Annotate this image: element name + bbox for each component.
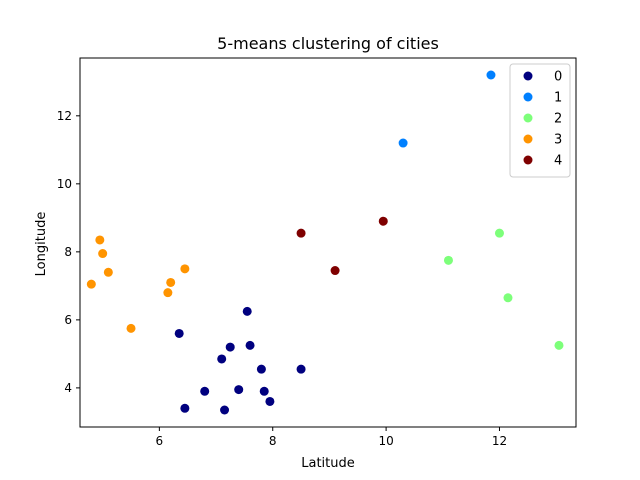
data-point-cluster-2-0 <box>443 255 453 265</box>
data-point-cluster-4-2 <box>330 266 340 276</box>
x-axis-label: Latitude <box>301 456 355 471</box>
y-axis-label: Longitude <box>34 212 49 277</box>
legend-label-0: 0 <box>554 70 562 85</box>
data-point-cluster-0-9 <box>259 386 269 396</box>
data-point-cluster-3-3 <box>86 279 96 289</box>
data-point-cluster-3-1 <box>98 249 108 259</box>
y-tick-label-8: 8 <box>64 245 72 259</box>
legend-marker-2 <box>523 113 533 123</box>
data-point-cluster-0-11 <box>220 405 230 415</box>
data-point-cluster-3-5 <box>166 277 176 287</box>
data-point-cluster-2-3 <box>554 340 564 350</box>
data-point-cluster-0-5 <box>256 364 266 374</box>
data-point-cluster-0-3 <box>225 342 235 352</box>
data-point-cluster-1-0 <box>486 70 496 80</box>
y-tick-label-10: 10 <box>57 177 72 191</box>
data-point-cluster-0-7 <box>200 386 210 396</box>
data-point-cluster-4-0 <box>296 228 306 238</box>
data-point-cluster-0-8 <box>234 385 244 395</box>
data-point-cluster-3-2 <box>103 267 113 277</box>
legend-marker-3 <box>523 134 533 144</box>
y-tick-label-12: 12 <box>57 109 72 123</box>
data-point-cluster-0-2 <box>245 340 255 350</box>
data-point-cluster-0-4 <box>217 354 227 364</box>
plot-frame <box>79 57 577 428</box>
data-point-cluster-0-6 <box>296 364 306 374</box>
x-tick-label-6: 6 <box>156 434 164 448</box>
data-point-cluster-4-1 <box>378 216 388 226</box>
legend: 0 1 2 3 4 <box>509 63 571 178</box>
data-point-cluster-0-0 <box>242 306 252 316</box>
legend-label-3: 3 <box>554 133 562 148</box>
x-tick-label-8: 8 <box>269 434 277 448</box>
data-point-cluster-1-1 <box>398 138 408 148</box>
legend-marker-0 <box>523 71 533 81</box>
legend-box <box>509 63 571 178</box>
data-point-cluster-3-0 <box>95 235 105 245</box>
legend-label-2: 2 <box>554 112 562 127</box>
legend-label-1: 1 <box>554 91 562 106</box>
y-tick-label-4: 4 <box>64 381 72 395</box>
chart-title: 5-means clustering of cities <box>217 34 439 53</box>
x-tick-label-12: 12 <box>492 434 507 448</box>
y-tick-label-6: 6 <box>64 313 72 327</box>
data-point-cluster-3-6 <box>163 288 173 298</box>
data-point-cluster-0-1 <box>174 328 184 338</box>
legend-marker-1 <box>523 92 533 102</box>
data-point-cluster-2-2 <box>503 293 513 303</box>
data-point-cluster-0-10 <box>180 403 190 413</box>
data-point-cluster-3-4 <box>180 264 190 274</box>
legend-label-4: 4 <box>554 154 562 169</box>
data-point-cluster-0-12 <box>265 396 275 406</box>
data-point-cluster-3-7 <box>126 323 136 333</box>
legend-marker-4 <box>523 155 533 165</box>
data-point-cluster-2-1 <box>494 228 504 238</box>
x-tick-label-10: 10 <box>378 434 393 448</box>
